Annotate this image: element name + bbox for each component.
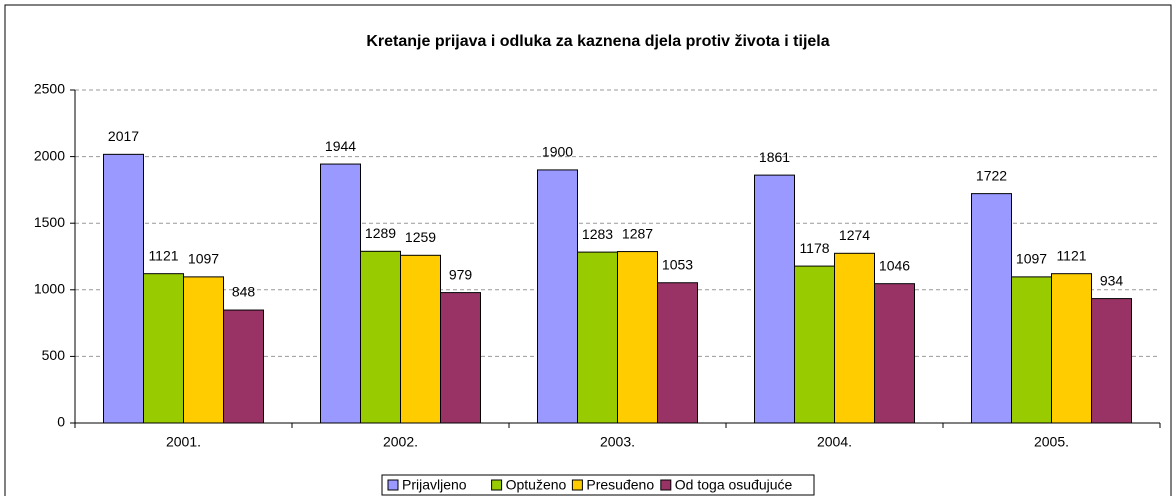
y-tick-label: 500 bbox=[42, 347, 66, 363]
value-label: 1121 bbox=[1056, 247, 1086, 263]
value-label: 1289 bbox=[365, 225, 396, 241]
bar bbox=[1091, 298, 1132, 424]
value-label: 1178 bbox=[799, 240, 829, 256]
legend-swatch bbox=[387, 479, 399, 491]
value-label: 1944 bbox=[325, 138, 356, 154]
value-label: 1097 bbox=[1016, 251, 1047, 267]
bar bbox=[320, 163, 361, 424]
y-tick-label: 0 bbox=[57, 414, 65, 430]
bar bbox=[440, 292, 481, 424]
value-label: 1722 bbox=[976, 167, 1007, 183]
y-tick-label: 1500 bbox=[34, 214, 65, 230]
legend-label: Presuđeno bbox=[586, 477, 654, 493]
value-label: 1046 bbox=[879, 257, 910, 273]
x-tick-label: 2001. bbox=[166, 434, 201, 450]
value-label: 1121 bbox=[148, 247, 178, 263]
y-tick-label: 1000 bbox=[34, 281, 65, 297]
value-label: 1097 bbox=[188, 251, 219, 267]
bar bbox=[874, 283, 915, 424]
legend-swatch bbox=[660, 479, 672, 491]
legend-swatch bbox=[571, 479, 583, 491]
value-label: 848 bbox=[232, 284, 256, 300]
value-label: 2017 bbox=[108, 128, 139, 144]
bar bbox=[657, 282, 698, 424]
bar bbox=[1011, 276, 1052, 424]
bar bbox=[617, 251, 658, 424]
bar bbox=[183, 276, 224, 424]
x-tick-label: 2004. bbox=[817, 434, 852, 450]
y-tick-label: 2000 bbox=[34, 147, 65, 163]
value-label: 1283 bbox=[582, 226, 613, 242]
x-tick-label: 2003. bbox=[600, 434, 635, 450]
chart-title: Kretanje prijava i odluka za kaznena dje… bbox=[366, 33, 829, 50]
value-label: 1900 bbox=[542, 144, 573, 160]
y-tick-label: 2500 bbox=[34, 81, 65, 97]
bar bbox=[103, 153, 144, 424]
value-label: 979 bbox=[449, 266, 473, 282]
bar bbox=[143, 273, 184, 424]
value-label: 934 bbox=[1100, 272, 1124, 288]
legend-label: Prijavljeno bbox=[402, 477, 467, 493]
bar bbox=[400, 254, 441, 424]
bar bbox=[794, 265, 835, 424]
bar bbox=[360, 250, 401, 424]
bar bbox=[754, 174, 795, 424]
bar bbox=[537, 169, 578, 424]
x-tick-label: 2005. bbox=[1034, 434, 1069, 450]
legend-label: Optuženo bbox=[506, 477, 567, 493]
value-label: 1274 bbox=[839, 227, 870, 243]
value-label: 1053 bbox=[662, 256, 693, 272]
bar bbox=[1051, 273, 1092, 424]
bar bbox=[223, 309, 264, 424]
value-label: 1259 bbox=[405, 229, 436, 245]
bar bbox=[834, 252, 875, 424]
value-label: 1287 bbox=[622, 225, 653, 241]
legend-label: Od toga osuđujuće bbox=[675, 477, 793, 493]
bar bbox=[971, 193, 1012, 424]
legend-swatch bbox=[491, 479, 503, 491]
value-label: 1861 bbox=[759, 149, 790, 165]
x-tick-label: 2002. bbox=[383, 434, 418, 450]
bar bbox=[577, 251, 618, 424]
legend-box bbox=[381, 474, 815, 496]
